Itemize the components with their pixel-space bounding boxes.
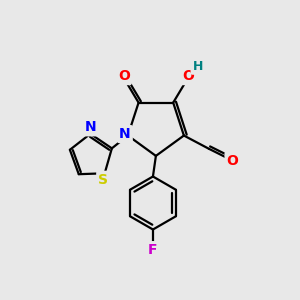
Text: F: F (148, 243, 158, 257)
Text: H: H (192, 60, 203, 73)
Text: N: N (85, 120, 96, 134)
Text: O: O (118, 69, 130, 83)
Text: O: O (182, 69, 194, 83)
Text: O: O (226, 154, 238, 168)
Text: N: N (119, 127, 131, 141)
Text: S: S (98, 173, 108, 187)
